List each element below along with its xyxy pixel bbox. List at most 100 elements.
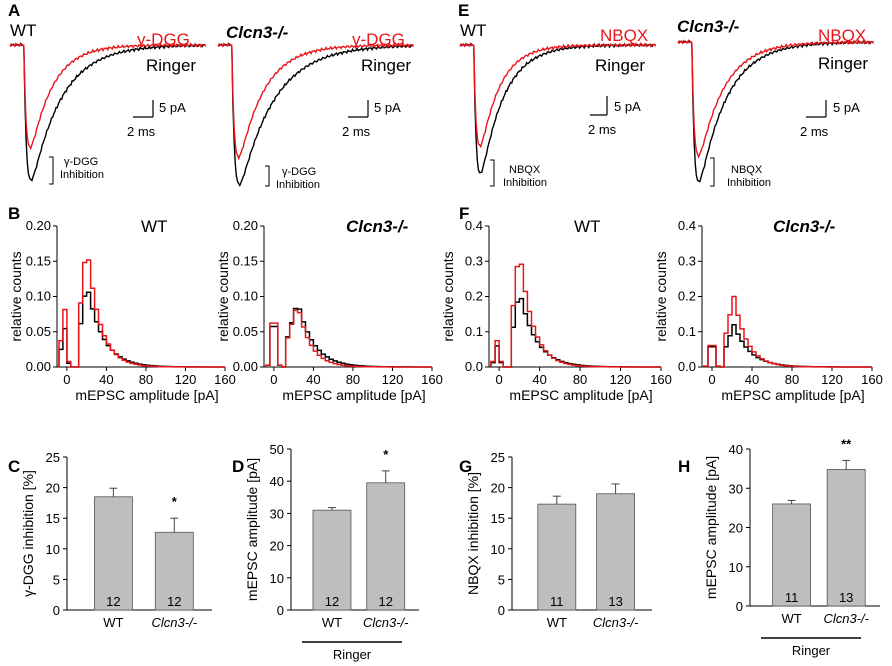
panel-f-title-left: WT bbox=[574, 217, 600, 236]
y-tick-label: 20 bbox=[46, 481, 60, 496]
panel-a-genotype-wt: WT bbox=[10, 21, 36, 40]
y-tick-label: 40 bbox=[729, 442, 743, 457]
bar bbox=[94, 496, 133, 611]
y-axis-label: relative counts bbox=[440, 251, 456, 341]
bar-n-label: 13 bbox=[608, 594, 622, 609]
bar-n-label: 11 bbox=[785, 590, 799, 605]
x-tick-label: 120 bbox=[175, 372, 197, 387]
histogram-series-drug bbox=[703, 295, 872, 368]
panel-d-label: D bbox=[232, 457, 244, 476]
x-tick-label: 160 bbox=[861, 372, 883, 387]
x-category-label: WT bbox=[322, 615, 342, 630]
panel-e-scale-current-left: 5 pA bbox=[614, 99, 641, 114]
panel-e-label: E bbox=[458, 1, 469, 20]
panel-a-label: A bbox=[8, 1, 20, 20]
x-tick-label: 120 bbox=[382, 372, 404, 387]
y-tick-label: 0.1 bbox=[678, 324, 696, 339]
panel-e-scale-time-left: 2 ms bbox=[588, 122, 617, 137]
histogram-series-control bbox=[58, 291, 225, 368]
panel-g-label: G bbox=[459, 457, 472, 476]
y-tick-label: 20 bbox=[729, 521, 743, 536]
y-tick-label: 0.05 bbox=[26, 324, 51, 339]
x-tick-label: 40 bbox=[745, 372, 759, 387]
panel-e-inhibition-label-right-2: Inhibition bbox=[727, 177, 771, 189]
x-tick-label: 160 bbox=[214, 372, 236, 387]
histogram-series-control bbox=[265, 307, 432, 368]
y-tick-label: 25 bbox=[491, 450, 505, 465]
y-tick-label: 0.3 bbox=[465, 253, 483, 268]
x-tick-label: 160 bbox=[650, 372, 672, 387]
y-tick-label: 10 bbox=[46, 542, 60, 557]
y-tick-label: 0.20 bbox=[233, 218, 258, 233]
drug-trace bbox=[459, 41, 657, 149]
bar-n-label: 13 bbox=[839, 590, 853, 605]
y-tick-label: 0.4 bbox=[678, 218, 696, 233]
x-tick-label: 120 bbox=[610, 372, 632, 387]
y-axis-label: relative counts bbox=[653, 251, 669, 341]
panel-h-ringer-label: Ringer bbox=[792, 643, 831, 658]
y-tick-label: 0 bbox=[498, 603, 505, 618]
y-tick-label: 0.0 bbox=[465, 359, 483, 374]
y-tick-label: 30 bbox=[729, 481, 743, 496]
x-category-label: WT bbox=[781, 611, 801, 626]
y-tick-label: 0.00 bbox=[26, 359, 51, 374]
bar-n-label: 12 bbox=[378, 594, 392, 609]
y-tick-label: 15 bbox=[46, 511, 60, 526]
y-tick-label: 0.20 bbox=[26, 218, 51, 233]
y-tick-label: 0.10 bbox=[233, 289, 258, 304]
y-tick-label: 0.4 bbox=[465, 218, 483, 233]
panel-a-inhibition-label-right-1: γ-DGG bbox=[282, 166, 316, 178]
control-trace bbox=[9, 42, 206, 182]
x-category-label: Clcn3-/- bbox=[152, 615, 198, 630]
histogram-series-drug bbox=[490, 263, 661, 368]
panel-h-barchart: 0 10 20 30 40 mEPSC amplitude [pA] 11 WT 13 Clcn3… bbox=[703, 436, 880, 626]
bar bbox=[596, 493, 635, 611]
panel-a-control-label-right: Ringer bbox=[361, 56, 411, 75]
x-category-label: Clcn3-/- bbox=[593, 615, 639, 630]
y-tick-label: 5 bbox=[53, 572, 60, 587]
panel-f-title-right: Clcn3-/- bbox=[773, 217, 836, 236]
x-tick-label: 0 bbox=[270, 372, 277, 387]
panel-a-control-label-left: Ringer bbox=[146, 56, 196, 75]
panel-e-traces-left bbox=[459, 41, 657, 174]
x-tick-label: 80 bbox=[573, 372, 587, 387]
panel-e-inhibition-label-right-1: NBQX bbox=[731, 164, 763, 176]
y-tick-label: 50 bbox=[270, 442, 284, 457]
panel-a-drug-label-right: γ-DGG bbox=[352, 30, 405, 49]
y-axis-label: mEPSC amplitude [pA] bbox=[244, 458, 260, 601]
panel-e: E WT NBQX Ringer 5 pA 2 ms NBQX Inhibiti… bbox=[458, 1, 875, 189]
y-tick-label: 0.00 bbox=[233, 359, 258, 374]
x-axis-label: mEPSC amplitude [pA] bbox=[75, 387, 218, 403]
y-tick-label: 0 bbox=[277, 603, 284, 618]
panel-e-inhibition-label-left-2: Inhibition bbox=[503, 177, 547, 189]
y-tick-label: 0.10 bbox=[26, 289, 51, 304]
x-axis-label: mEPSC amplitude [pA] bbox=[282, 387, 425, 403]
bar bbox=[772, 503, 811, 607]
y-tick-label: 20 bbox=[270, 539, 284, 554]
bar bbox=[826, 469, 866, 607]
y-tick-label: 0.2 bbox=[678, 289, 696, 304]
x-tick-label: 160 bbox=[421, 372, 443, 387]
y-tick-label: 0.05 bbox=[233, 324, 258, 339]
control-trace bbox=[677, 39, 874, 183]
y-axis-label: relative counts bbox=[215, 251, 231, 341]
x-tick-label: 40 bbox=[532, 372, 546, 387]
panel-a-scale-time-left: 2 ms bbox=[127, 124, 156, 139]
panel-e-genotype-ko: Clcn3-/- bbox=[677, 17, 740, 36]
x-category-label: Clcn3-/- bbox=[823, 611, 869, 626]
x-tick-label: 40 bbox=[306, 372, 320, 387]
panel-g-barchart: 0 5 10 15 20 25 NBQX inhibition [%] 11 WT 13 Clcn3… bbox=[465, 450, 652, 630]
panel-a-inhibition-label-right-2: Inhibition bbox=[276, 179, 320, 191]
x-tick-label: 0 bbox=[708, 372, 715, 387]
bar bbox=[537, 503, 577, 611]
x-axis-label: mEPSC amplitude [pA] bbox=[509, 387, 652, 403]
panel-e-traces-right bbox=[677, 38, 875, 183]
panel-a-inhibition-label-left-2: Inhibition bbox=[60, 169, 104, 181]
y-tick-label: 10 bbox=[270, 571, 284, 586]
panel-a-scale-time-right: 2 ms bbox=[342, 124, 371, 139]
significance-marker: ** bbox=[841, 436, 852, 451]
x-category-label: Clcn3-/- bbox=[363, 615, 409, 630]
